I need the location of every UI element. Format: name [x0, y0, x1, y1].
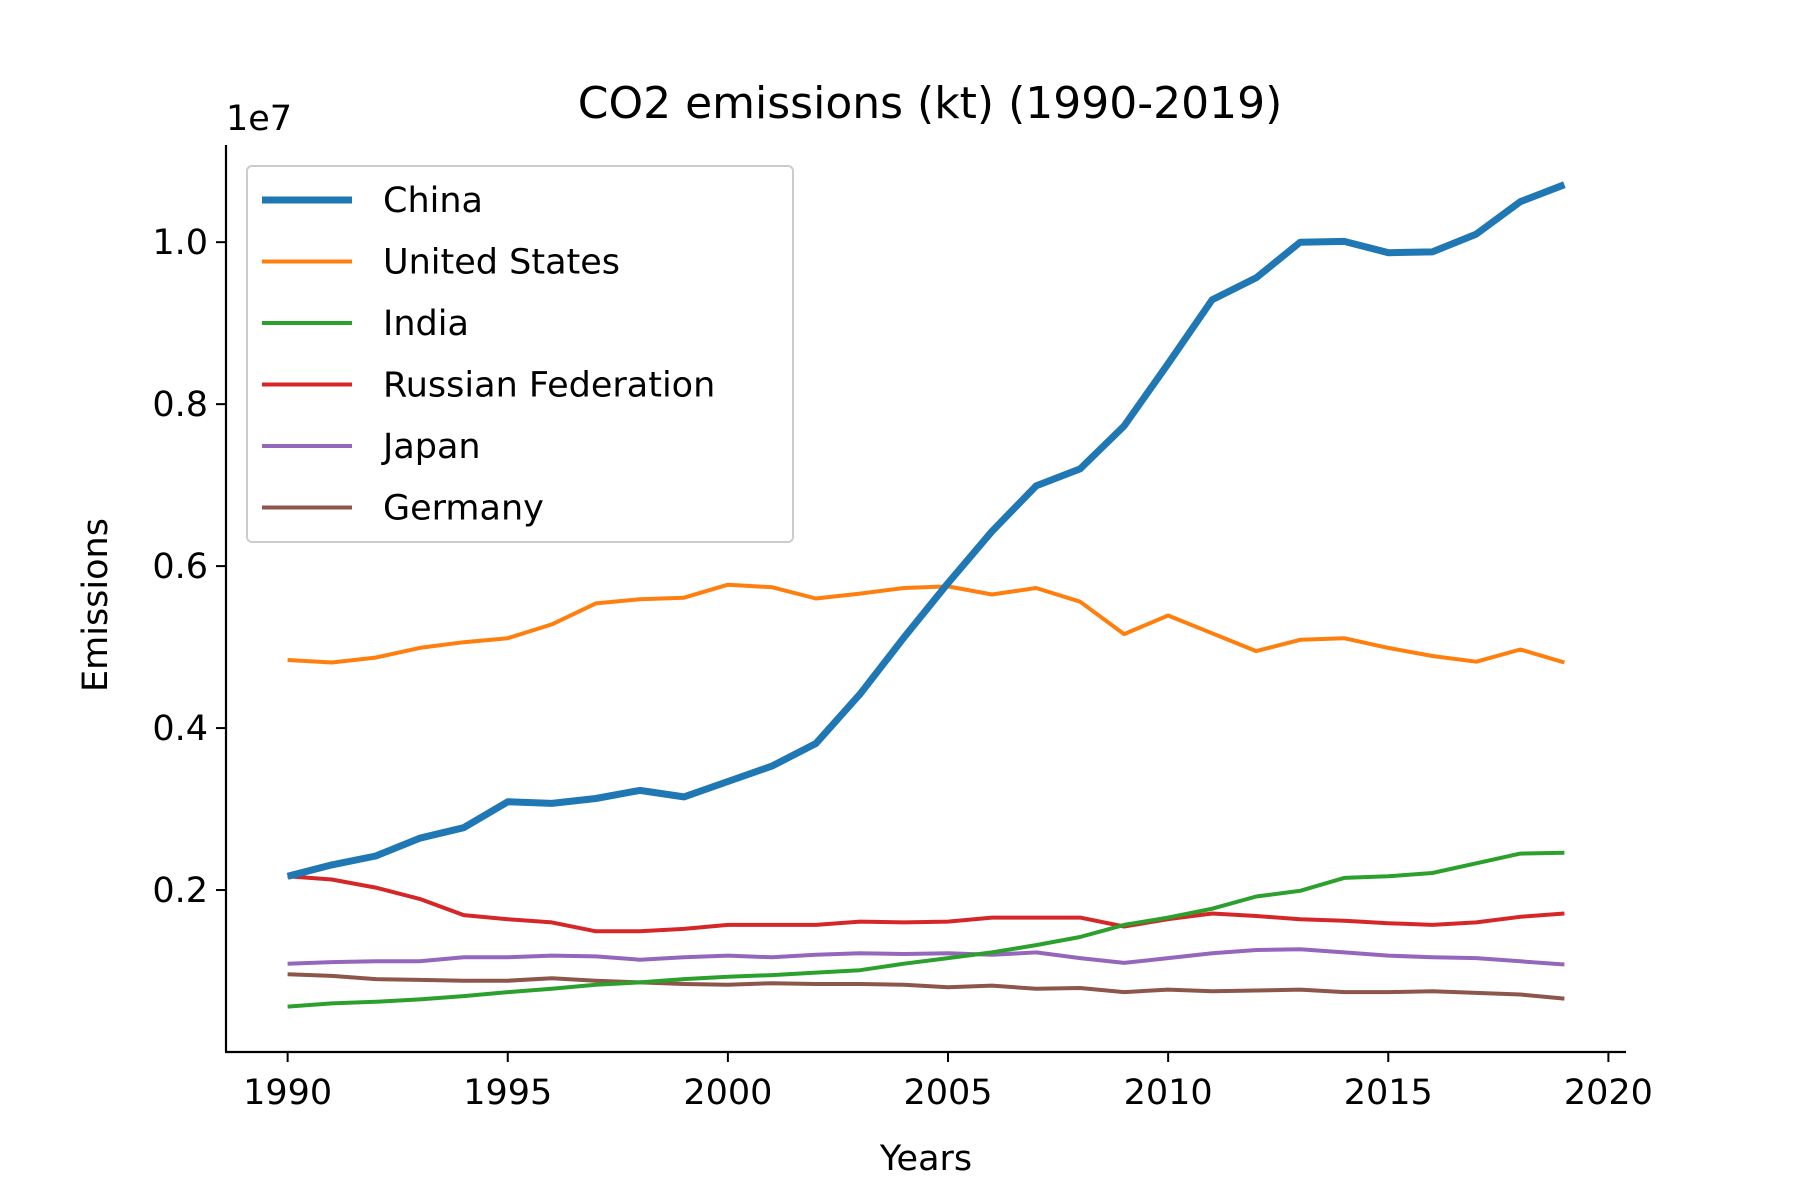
- axis-ticks: 1990 1995 2000 2005 2010 2015 2020 0.2 0.4 0.6 0.8…: [152, 223, 1653, 1113]
- x-tick-label: 2010: [1124, 1073, 1213, 1113]
- legend-label-india: India: [383, 304, 469, 344]
- x-axis-label: Years: [879, 1139, 972, 1179]
- legend-label-china: China: [383, 181, 483, 221]
- y-axis-label: Emissions: [76, 518, 116, 692]
- x-tick-label: 2020: [1564, 1073, 1653, 1113]
- y-tick-label: 0.6: [152, 547, 208, 587]
- legend-label-germany: Germany: [383, 489, 544, 529]
- series-line-germany: [287, 972, 1565, 1001]
- series-line-india: [287, 850, 1565, 1009]
- y-axis-offset-label: 1e7: [226, 99, 292, 139]
- x-tick-label: 2015: [1344, 1073, 1433, 1113]
- x-tick-label: 1995: [463, 1073, 552, 1113]
- series-line-united-states: [287, 582, 1565, 665]
- legend-label-russian-federation: Russian Federation: [383, 366, 715, 406]
- y-tick-label: 0.4: [152, 709, 208, 749]
- series-lines: [286, 181, 1566, 1009]
- y-tick-label: 1.0: [152, 223, 208, 263]
- series-line-japan: [287, 947, 1565, 967]
- legend-label-japan: Japan: [381, 427, 481, 467]
- chart-title: CO2 emissions (kt) (1990-2019): [578, 78, 1283, 129]
- y-tick-label: 0.8: [152, 385, 208, 425]
- series-line-russian-federation: [287, 874, 1565, 934]
- legend-label-united-states: United States: [383, 243, 620, 283]
- y-tick-label: 0.2: [152, 871, 208, 911]
- legend-frame: [246, 165, 794, 543]
- x-tick-label: 2000: [683, 1073, 772, 1113]
- x-tick-label: 1990: [243, 1073, 332, 1113]
- series-line-china: [286, 181, 1566, 880]
- x-tick-label: 2005: [903, 1073, 992, 1113]
- legend: China United States India Russian Federatio…: [246, 165, 794, 543]
